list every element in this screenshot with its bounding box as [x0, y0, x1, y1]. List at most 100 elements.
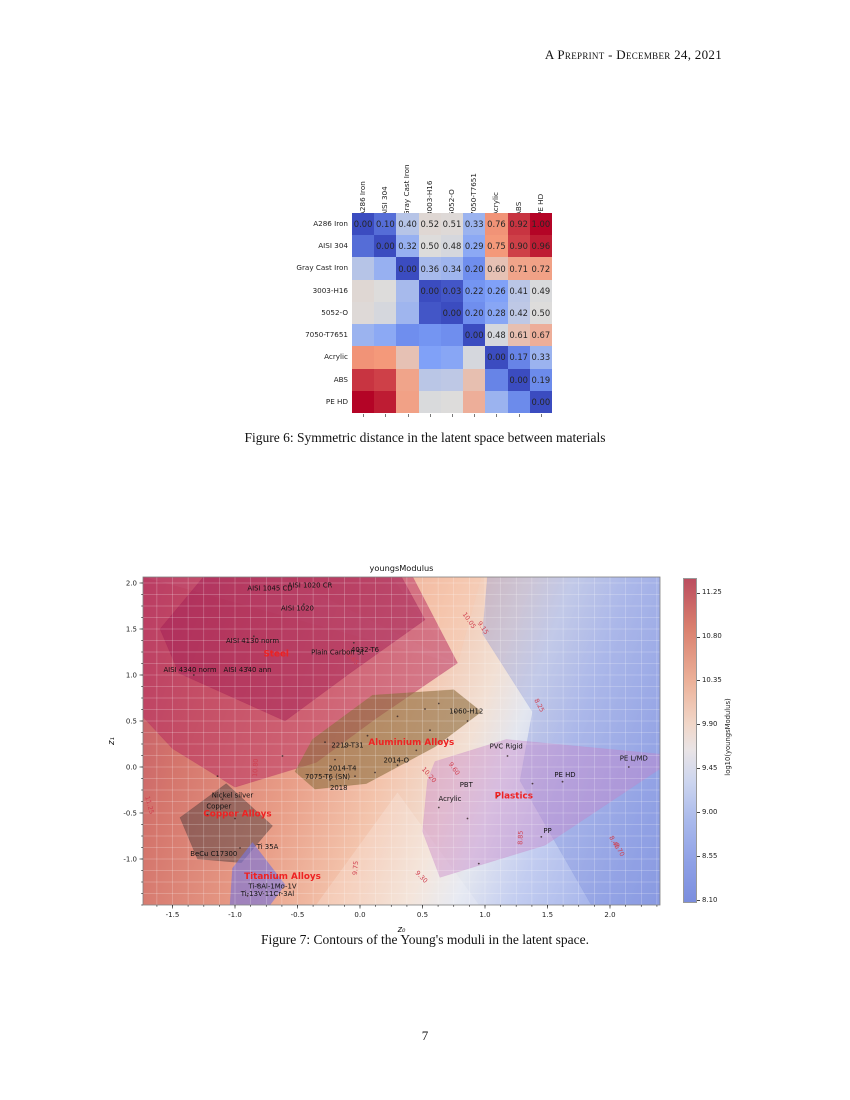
heatmap-cell: 0.22 [463, 279, 486, 302]
heatmap-cell [374, 279, 397, 302]
svg-text:AISI 1045 CD: AISI 1045 CD [247, 584, 292, 592]
svg-text:0.0: 0.0 [126, 764, 137, 772]
region-plastics [422, 739, 660, 878]
colorbar-tick-label: 9.90 [702, 720, 718, 728]
heatmap-cell: 0.03 [440, 279, 464, 302]
heatmap-cell: 0.60 [485, 257, 508, 280]
scatter-points [192, 603, 630, 897]
heatmap-cell [352, 301, 375, 325]
heatmap-cell: 0.92 [507, 213, 530, 236]
heatmap-cell [352, 279, 375, 302]
svg-text:1.5: 1.5 [126, 626, 137, 634]
heatmap-cell [352, 235, 375, 258]
heatmap-cell: 0.42 [507, 301, 530, 325]
heatmap-cell: 1.00 [529, 213, 552, 236]
heatmap-row-label: Gray Cast Iron [296, 263, 348, 273]
svg-text:PVC Rigid: PVC Rigid [490, 743, 523, 751]
family-labels: Steel Aluminium Alloys Copper Alloys Titani… [203, 650, 533, 883]
heatmap-cell: 0.19 [529, 368, 552, 391]
heatmap-cell: 0.34 [440, 257, 464, 280]
heatmap-axis-tick [407, 414, 409, 417]
heatmap-cell: 0.00 [396, 257, 419, 280]
heatmap-cell: 0.20 [463, 257, 486, 280]
svg-text:Aluminium Alloys: Aluminium Alloys [368, 738, 454, 748]
heatmap-cell [352, 368, 375, 391]
svg-text:-0.5: -0.5 [291, 911, 305, 919]
svg-text:PBT: PBT [460, 781, 474, 789]
svg-text:PE HD: PE HD [554, 771, 575, 779]
svg-text:Ti 35A: Ti 35A [256, 843, 279, 851]
colorbar-tick-label: 8.10 [702, 896, 718, 904]
svg-text:Nickel silver: Nickel silver [212, 791, 254, 799]
heatmap-cell [485, 390, 508, 413]
heatmap-row-label: ABS [333, 374, 348, 384]
heatmap-cell: 0.49 [529, 279, 552, 302]
heatmap-cell [418, 324, 441, 347]
heatmap-cell [440, 368, 464, 391]
heatmap-axis-tick [496, 414, 498, 417]
heatmap-cell: 0.00 [507, 368, 530, 391]
colorbar-tick [697, 680, 700, 681]
heatmap-cell [374, 301, 397, 325]
heatmap-cell [485, 368, 508, 391]
heatmap-cell [374, 368, 397, 391]
svg-text:AISI 4340 norm: AISI 4340 norm [163, 666, 216, 674]
heatmap-cell [352, 324, 375, 347]
heatmap-col-label: 5052-O [446, 189, 456, 216]
wedge-bottom [315, 792, 480, 905]
colorbar-tick-label: 8.55 [702, 852, 718, 860]
heatmap-cell: 0.48 [485, 324, 508, 347]
heatmap-axis-tick [518, 414, 520, 417]
svg-text:7075-T6 (SN): 7075-T6 (SN) [305, 773, 350, 781]
tick-labels: -1.5 -1.0 -0.5 0.0 0.5 1.0 1.5 2.0 2.0 1.5 1.0 0.5 0… [123, 580, 615, 920]
heatmap-col-label: AISI 304 [380, 186, 390, 216]
figure6-caption: Figure 6: Symmetric distance in the late… [244, 430, 606, 445]
heatmap-cell: 0.90 [507, 235, 530, 258]
heatmap-axis-tick [363, 414, 365, 417]
svg-text:Plastics: Plastics [495, 791, 533, 801]
heatmap-row-label: 5052-O [321, 307, 348, 317]
heatmap-cell [418, 390, 441, 413]
colorbar-tick-label: 9.45 [702, 764, 718, 772]
svg-text:1060-H12: 1060-H12 [449, 708, 483, 716]
heatmap-cell [396, 390, 419, 413]
heatmap-cell [440, 390, 464, 413]
svg-text:2.0: 2.0 [604, 911, 615, 919]
svg-text:Copper Alloys: Copper Alloys [203, 810, 271, 820]
grid-lines [143, 577, 660, 905]
svg-text:2.0: 2.0 [126, 580, 137, 588]
colorbar [683, 578, 697, 903]
svg-text:2014-O: 2014-O [383, 756, 409, 764]
running-header: A Preprint - December 24, 2021 [544, 47, 722, 62]
heatmap-cell: 0.32 [396, 235, 419, 258]
svg-text:2219-T31: 2219-T31 [331, 742, 363, 750]
heatmap-cell [374, 257, 397, 280]
low-modulus-overlay [482, 577, 660, 905]
colorbar-tick-label: 9.00 [702, 808, 718, 816]
svg-text:PP: PP [543, 827, 551, 835]
heatmap-axis-tick [540, 414, 542, 417]
heatmap-row-label: AISI 304 [318, 241, 348, 251]
heatmap-cell: 0.10 [374, 213, 397, 236]
svg-text:Ti-13V-11Cr-3Al: Ti-13V-11Cr-3Al [240, 890, 295, 898]
heatmap-col-label: Gray Cast Iron [402, 164, 412, 216]
heatmap-cell [396, 301, 419, 325]
heatmap-col-label: 7050-T7651 [469, 173, 479, 216]
heatmap-col-label: A286 Iron [358, 181, 367, 216]
heatmap-cell [396, 368, 419, 391]
svg-text:0.5: 0.5 [126, 718, 137, 726]
heatmap-cell [352, 257, 375, 280]
heatmap-axis-tick [474, 414, 476, 417]
heatmap-cell [418, 301, 441, 325]
colorbar-tick [697, 637, 700, 638]
heatmap-cell: 0.51 [440, 213, 464, 236]
y-axis-label: z₁ [107, 737, 117, 746]
heatmap-cell: 0.75 [485, 235, 508, 258]
heatmap-cell: 0.50 [529, 301, 552, 325]
heatmap-cell [463, 390, 486, 413]
region-aluminium [294, 689, 482, 790]
heatmap-cell [352, 390, 375, 413]
svg-text:8.85: 8.85 [516, 830, 524, 845]
